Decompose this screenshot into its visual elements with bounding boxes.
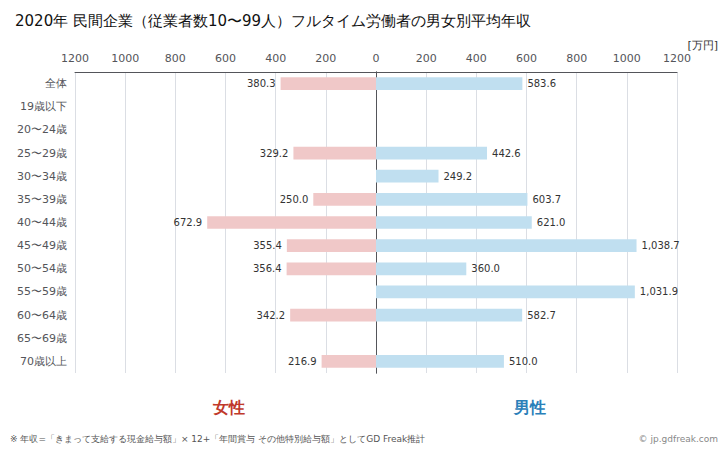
svg-text:672.9: 672.9 [174, 217, 203, 228]
svg-text:35〜39歳: 35〜39歳 [17, 193, 67, 206]
svg-text:800: 800 [566, 52, 587, 65]
svg-text:1200: 1200 [663, 52, 691, 65]
svg-text:女性: 女性 [212, 398, 245, 417]
svg-text:400: 400 [265, 52, 286, 65]
svg-text:70歳以上: 70歳以上 [20, 355, 67, 368]
svg-text:329.2: 329.2 [260, 148, 289, 159]
svg-text:249.2: 249.2 [444, 171, 473, 182]
svg-text:342.2: 342.2 [257, 310, 286, 321]
svg-text:男性: 男性 [513, 398, 546, 417]
svg-text:[万円]: [万円] [687, 39, 718, 52]
svg-text:356.4: 356.4 [253, 263, 282, 274]
svg-text:0: 0 [373, 52, 380, 65]
svg-text:1,038.7: 1,038.7 [642, 240, 680, 251]
svg-text:30〜34歳: 30〜34歳 [17, 170, 67, 183]
svg-text:全体: 全体 [45, 77, 67, 90]
svg-text:583.6: 583.6 [527, 78, 556, 89]
svg-text:380.3: 380.3 [247, 78, 276, 89]
svg-text:© jp.gdfreak.com: © jp.gdfreak.com [639, 434, 718, 444]
svg-text:510.0: 510.0 [509, 356, 538, 367]
svg-text:1000: 1000 [613, 52, 641, 65]
svg-text:65〜69歳: 65〜69歳 [17, 332, 67, 345]
svg-text:250.0: 250.0 [280, 194, 309, 205]
svg-text:1,031.9: 1,031.9 [640, 286, 678, 297]
svg-text:25〜29歳: 25〜29歳 [17, 147, 67, 160]
svg-text:442.6: 442.6 [492, 148, 521, 159]
svg-text:600: 600 [516, 52, 537, 65]
svg-text:400: 400 [466, 52, 487, 65]
svg-text:40〜44歳: 40〜44歳 [17, 216, 67, 229]
svg-text:19歳以下: 19歳以下 [20, 100, 67, 113]
svg-text:2020年 民間企業（従業者数10〜99人）フルタイム労働者: 2020年 民間企業（従業者数10〜99人）フルタイム労働者の男女別平均年収 [15, 12, 531, 30]
svg-text:200: 200 [416, 52, 437, 65]
svg-text:50〜54歳: 50〜54歳 [17, 262, 67, 275]
svg-text:200: 200 [315, 52, 336, 65]
svg-text:355.4: 355.4 [253, 240, 282, 251]
svg-text:20〜24歳: 20〜24歳 [17, 123, 67, 136]
svg-text:360.0: 360.0 [471, 263, 500, 274]
svg-text:1000: 1000 [111, 52, 139, 65]
svg-text:800: 800 [165, 52, 186, 65]
svg-text:603.7: 603.7 [532, 194, 561, 205]
svg-text:45〜49歳: 45〜49歳 [17, 239, 67, 252]
svg-text:55〜59歳: 55〜59歳 [17, 285, 67, 298]
svg-text:582.7: 582.7 [527, 310, 556, 321]
svg-text:621.0: 621.0 [537, 217, 566, 228]
svg-text:1200: 1200 [61, 52, 89, 65]
svg-text:60〜64歳: 60〜64歳 [17, 309, 67, 322]
svg-text:※ 年収=「きまって支給する現金給与額」× 12+「年間賞与: ※ 年収=「きまって支給する現金給与額」× 12+「年間賞与 その他特別給与額」… [10, 434, 425, 444]
svg-text:600: 600 [215, 52, 236, 65]
svg-text:216.9: 216.9 [288, 356, 317, 367]
